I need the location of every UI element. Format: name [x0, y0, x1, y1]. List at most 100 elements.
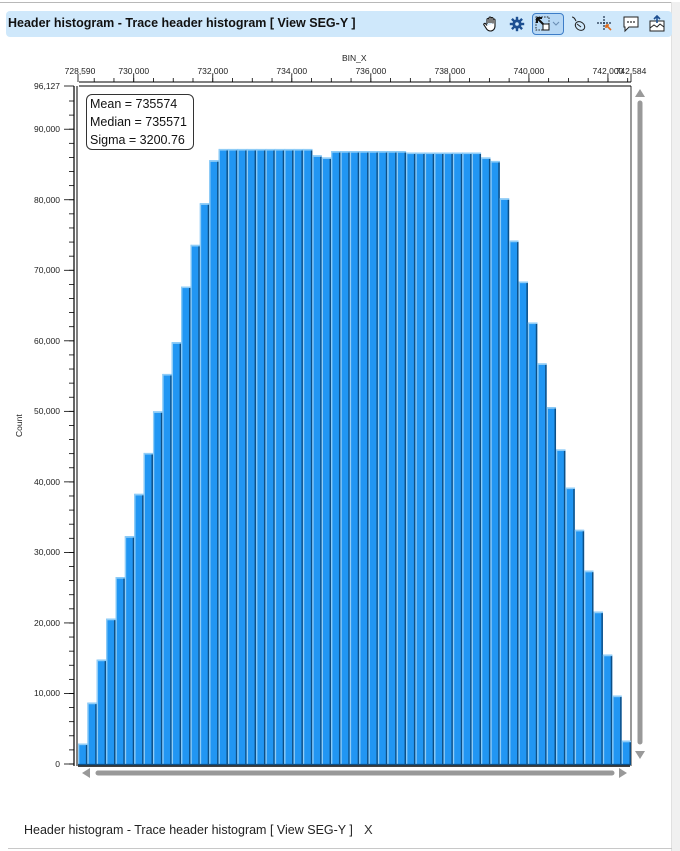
histogram-bar — [584, 570, 594, 764]
histogram-bar — [527, 322, 538, 764]
document-tab-label[interactable]: Header histogram - Trace header histogra… — [24, 823, 353, 837]
histogram-bar — [452, 152, 463, 764]
y-tick-label: 20,000 — [34, 617, 60, 628]
histogram-bar — [490, 160, 500, 764]
histogram-bar — [612, 695, 622, 764]
histogram-bar — [340, 151, 350, 764]
histogram-bar — [237, 148, 247, 765]
export-image-icon — [649, 15, 665, 32]
window-top-border — [0, 2, 680, 3]
export-button[interactable] — [646, 13, 668, 35]
y-tick-label: 60,000 — [34, 335, 60, 346]
y-tick-label: 50,000 — [34, 406, 60, 417]
histogram-bar — [387, 151, 397, 764]
annotate-button[interactable] — [620, 13, 642, 35]
histogram-bar — [621, 740, 631, 764]
histogram-bar — [443, 152, 453, 764]
histogram-bar — [593, 611, 603, 764]
histogram-bar — [349, 151, 360, 764]
scroll-right-arrow-icon[interactable] — [619, 768, 627, 778]
histogram-bar — [96, 659, 107, 764]
x-tick-label: 736,000 — [355, 66, 387, 76]
x-tick-label: 742,584 — [615, 66, 647, 76]
histogram-bar — [359, 151, 369, 764]
panel-title: Header histogram - Trace header histogra… — [8, 16, 356, 30]
scroll-down-arrow-icon[interactable] — [635, 751, 645, 759]
histogram-bar — [415, 152, 425, 764]
y-tick-label: 0 — [55, 759, 60, 769]
histogram-bar — [256, 148, 266, 765]
stat-median: Median = 735571 — [90, 115, 187, 129]
histogram-bar — [162, 373, 172, 764]
histogram-bar — [368, 151, 378, 764]
histogram-bar — [152, 411, 163, 764]
pan-hand-icon — [483, 16, 496, 32]
histogram-bar — [78, 743, 88, 764]
x-tick-label: 738,000 — [434, 66, 466, 76]
x-tick-label: 742,000 — [592, 66, 624, 76]
crosshair-tool-button[interactable] — [594, 13, 616, 35]
histogram-bar — [265, 148, 275, 765]
histogram-bar — [331, 151, 341, 764]
histogram-bar — [556, 449, 566, 764]
histogram-bar — [134, 493, 144, 764]
x-axis-title: BIN_X — [342, 53, 367, 63]
pointer-tool-button[interactable] — [568, 13, 590, 35]
scroll-left-arrow-icon[interactable] — [82, 768, 90, 778]
toolbar — [480, 13, 668, 35]
histogram-bar — [406, 152, 416, 764]
stat-sigma: Sigma = 3200.76 — [90, 133, 185, 147]
histogram-bar — [274, 148, 285, 765]
histogram-bar — [124, 536, 135, 764]
histogram-bar — [471, 152, 482, 764]
selection-mode-dropdown[interactable] — [532, 13, 564, 35]
histogram-bar — [87, 702, 97, 764]
histogram-bar — [199, 203, 210, 764]
histogram-bar — [190, 244, 200, 765]
settings-button[interactable] — [506, 13, 528, 35]
scroll-up-arrow-icon[interactable] — [635, 89, 645, 97]
histogram-bar — [171, 342, 182, 764]
histogram-bar — [181, 286, 191, 764]
histogram-bar — [284, 148, 294, 765]
histogram-bar — [424, 152, 435, 764]
pan-tool-button[interactable] — [480, 13, 502, 35]
x-tick-label: 728,590 — [64, 66, 96, 76]
histogram-bar — [293, 148, 303, 765]
x-tick-label: 740,000 — [513, 66, 545, 76]
histogram-bar — [481, 157, 491, 765]
y-tick-label: 30,000 — [34, 547, 60, 558]
histogram-bar — [218, 148, 228, 765]
x-tick-label: 732,000 — [197, 66, 229, 76]
histogram-bar — [462, 152, 472, 764]
histogram-chart — [0, 45, 672, 785]
y-tick-label: 70,000 — [34, 265, 60, 276]
y-tick-label: 40,000 — [34, 476, 60, 487]
x-tick-label: 734,000 — [276, 66, 308, 76]
statistics-box: Mean = 735574 Median = 735571 Sigma = 32… — [86, 94, 194, 150]
histogram-bar — [509, 240, 519, 764]
histogram-bar — [602, 654, 613, 764]
zoom-select-icon — [535, 16, 560, 31]
tab-bar-divider — [8, 848, 672, 849]
histogram-bar — [546, 407, 557, 764]
crosshair-cursor-icon — [597, 16, 612, 31]
y-tick-label: 80,000 — [34, 194, 60, 205]
histogram-bar — [321, 157, 332, 765]
histogram-bar — [434, 152, 444, 764]
y-axis-title: Count — [14, 414, 24, 437]
comment-icon — [623, 16, 639, 33]
histogram-bar — [537, 363, 547, 764]
y-tick-label: 10,000 — [34, 688, 60, 699]
y-tick-label: 90,000 — [34, 124, 60, 135]
panel-titlebar: Header histogram - Trace header histogra… — [6, 11, 672, 37]
histogram-bar — [565, 487, 575, 764]
histogram-bar — [499, 198, 510, 765]
histogram-bar — [396, 151, 407, 764]
stat-mean: Mean = 735574 — [90, 97, 178, 111]
mouse-pointer-icon — [571, 16, 586, 31]
histogram-bar — [302, 148, 313, 765]
histogram-plot — [64, 74, 645, 778]
histogram-bar — [209, 160, 219, 764]
tab-close-button[interactable]: X — [364, 822, 373, 837]
